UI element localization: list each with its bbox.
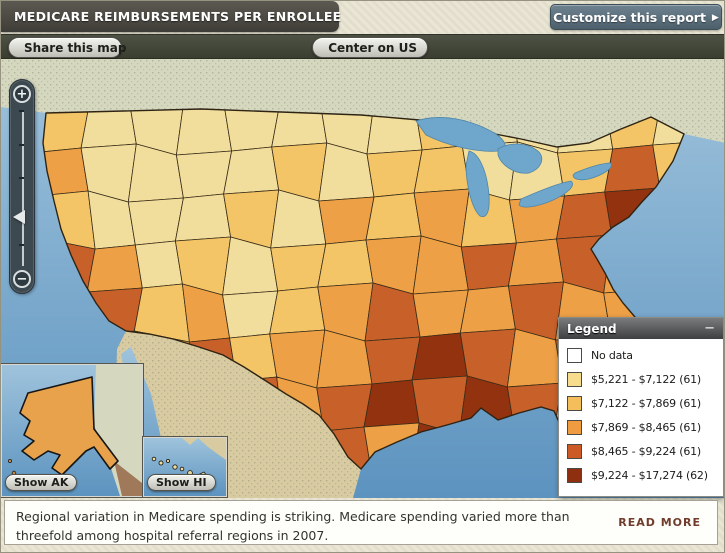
referral-region[interactable] (317, 239, 374, 288)
legend-label: No data (591, 349, 633, 362)
legend-title: Legend (567, 321, 617, 336)
legend-item: No data (567, 348, 715, 363)
referral-region[interactable] (175, 150, 233, 199)
referral-region[interactable] (366, 149, 423, 198)
referral-region[interactable] (269, 286, 326, 335)
referral-region[interactable] (318, 196, 375, 245)
arrow-right-icon: ▶ (711, 13, 719, 23)
referral-region[interactable] (604, 144, 661, 193)
legend-swatch (567, 372, 582, 387)
referral-region[interactable] (412, 289, 469, 338)
referral-region[interactable] (86, 244, 143, 293)
share-map-label: Share this map (24, 40, 127, 55)
legend-item: $7,122 - $7,869 (61) (567, 396, 715, 411)
legend-item: $5,221 - $7,122 (61) (567, 372, 715, 387)
zoom-slider-handle[interactable] (13, 210, 25, 224)
legend-minimize-button[interactable]: − (704, 320, 715, 336)
referral-region[interactable] (222, 290, 279, 339)
legend-item: $9,224 - $17,274 (62) (567, 468, 715, 483)
great-lakes (415, 117, 612, 218)
zoom-tick (19, 177, 24, 179)
referral-region[interactable] (507, 238, 564, 287)
referral-region[interactable] (223, 146, 280, 195)
legend-swatch (567, 420, 582, 435)
referral-region[interactable] (460, 242, 517, 291)
legend-label: $8,465 - $9,224 (61) (591, 445, 702, 458)
legend-header[interactable]: Legend − (559, 318, 723, 339)
referral-region[interactable] (364, 336, 421, 385)
center-on-us-button[interactable]: Center on US (312, 37, 428, 58)
referral-region[interactable] (134, 240, 183, 289)
read-more-link[interactable]: READ MORE (618, 516, 701, 529)
customize-report-label: Customize this report (553, 9, 706, 25)
map-toolbar: Share this map Center on US (1, 34, 724, 59)
referral-region[interactable] (459, 285, 516, 334)
referral-region[interactable] (556, 191, 613, 240)
zoom-tick (19, 244, 24, 246)
legend-label: $5,221 - $7,122 (61) (591, 373, 702, 386)
canada-sliver (94, 365, 142, 496)
legend-swatch (567, 444, 582, 459)
hawaii-inset: Show HI (143, 437, 227, 497)
referral-region[interactable] (365, 192, 422, 241)
page-title-bar: MEDICARE REIMBURSEMENTS PER ENROLLEE (1, 1, 342, 32)
zoom-out-button[interactable]: − (13, 270, 31, 288)
map-canvas[interactable]: + − Show AK (1, 59, 724, 498)
legend-label: $7,122 - $7,869 (61) (591, 397, 702, 410)
referral-region[interactable] (174, 193, 232, 242)
legend-item: $7,869 - $8,465 (61) (567, 420, 715, 435)
alaska-shape (19, 376, 119, 476)
referral-region[interactable] (363, 379, 420, 428)
zoom-tick (19, 144, 24, 146)
referral-region[interactable] (270, 243, 327, 292)
zoom-tick (19, 110, 24, 112)
alaska-inset: Show AK (1, 364, 143, 497)
zoom-track[interactable] (22, 110, 24, 266)
show-ak-button[interactable]: Show AK (5, 474, 78, 491)
legend-panel: Legend − No data $5,221 - $7,122 (61) $7,1… (558, 317, 724, 497)
referral-region[interactable] (127, 197, 184, 246)
description-text: Regional variation in Medicare spending … (16, 509, 570, 543)
zoom-in-button[interactable]: + (13, 85, 31, 103)
mexico-corner (198, 438, 226, 460)
center-on-us-label: Center on US (328, 40, 417, 55)
header: MEDICARE REIMBURSEMENTS PER ENROLLEE Cus… (1, 1, 724, 34)
legend-items: No data $5,221 - $7,122 (61) $7,122 - $7,8… (559, 339, 723, 483)
legend-item: $8,465 - $9,224 (61) (567, 444, 715, 459)
customize-report-button[interactable]: Customize this report ▶ (550, 4, 722, 30)
description-panel: Regional variation in Medicare spending … (4, 500, 718, 545)
canada-landmass (1, 59, 724, 147)
zoom-control: + − (9, 79, 35, 294)
legend-swatch (567, 396, 582, 411)
footer: Regional variation in Medicare spending … (1, 498, 724, 552)
page-title: MEDICARE REIMBURSEMENTS PER ENROLLEE (14, 9, 342, 24)
legend-label: $9,224 - $17,274 (62) (591, 469, 708, 482)
share-map-button[interactable]: Share this map (8, 37, 126, 58)
show-hi-button[interactable]: Show HI (147, 474, 216, 491)
legend-label: $7,869 - $8,465 (61) (591, 421, 702, 434)
referral-region[interactable] (411, 332, 468, 381)
referral-region[interactable] (413, 145, 470, 194)
legend-swatch (567, 468, 582, 483)
legend-swatch (567, 348, 582, 363)
